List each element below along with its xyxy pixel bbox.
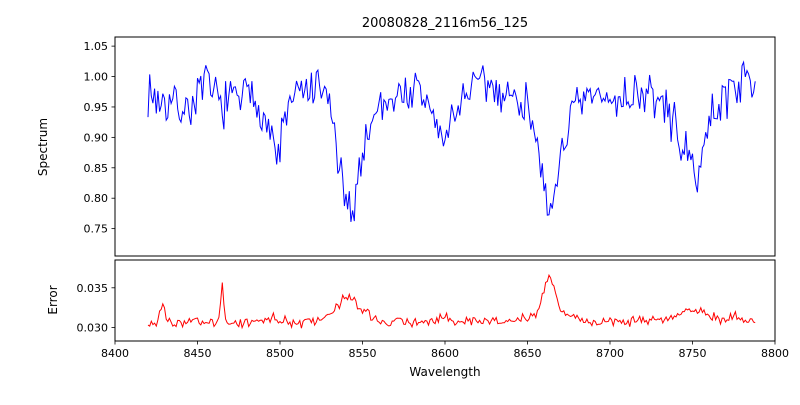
x-tick-label: 8650 — [514, 347, 542, 360]
spectrum-panel: 1.05 1.00 0.95 0.90 0.85 0.80 0.75 — [84, 36, 776, 257]
error-panel: 0.035 0.030 8400 8450 8500 8550 8600 8650 8700 87… — [77, 259, 789, 360]
x-tick-label: 8400 — [101, 347, 129, 360]
error-axes-border — [114, 259, 776, 342]
x-tick-label: 8600 — [431, 347, 459, 360]
spectrum-line — [147, 60, 756, 222]
y-tick-label: 0.75 — [84, 223, 109, 236]
spectrum-axes-border — [114, 36, 776, 257]
y-tick-label: 0.90 — [84, 131, 109, 144]
y-tick-label: 1.05 — [84, 40, 109, 53]
x-tick-label: 8500 — [266, 347, 294, 360]
x-axis-label: Wavelength — [409, 365, 480, 379]
chart-title: 20080828_2116m56_125 — [362, 16, 528, 31]
x-tick-label: 8750 — [679, 347, 707, 360]
y-tick-label: 0.85 — [84, 162, 109, 175]
y-tick-label: 0.030 — [77, 322, 109, 335]
spectrum-y-axis-label: Spectrum — [36, 118, 50, 176]
x-tick-label: 8550 — [349, 347, 377, 360]
x-tick-label: 8700 — [596, 347, 624, 360]
y-tick-label: 0.035 — [77, 282, 109, 295]
y-tick-label: 1.00 — [84, 71, 109, 84]
y-tick-label: 0.80 — [84, 192, 109, 205]
x-tick-label: 8450 — [184, 347, 212, 360]
y-tick-label: 0.95 — [84, 101, 109, 114]
error-line — [147, 273, 756, 330]
error-y-axis-label: Error — [46, 285, 60, 314]
x-tick-label: 8800 — [761, 347, 789, 360]
